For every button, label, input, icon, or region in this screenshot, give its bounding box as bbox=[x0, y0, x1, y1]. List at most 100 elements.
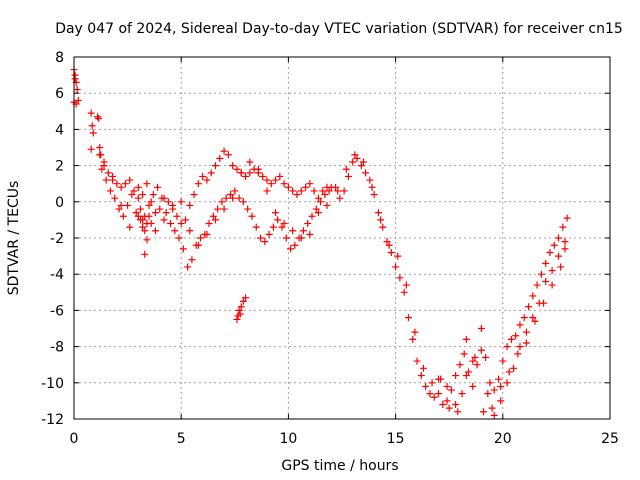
data-point bbox=[454, 408, 462, 416]
series-peak-region bbox=[332, 154, 571, 409]
data-point bbox=[510, 364, 518, 372]
data-point bbox=[233, 165, 241, 173]
x-axis-label: GPS time / hours bbox=[281, 458, 398, 474]
data-point bbox=[464, 368, 472, 376]
data-point bbox=[186, 227, 194, 235]
data-point bbox=[98, 165, 106, 173]
series-track-b bbox=[98, 165, 333, 271]
data-point bbox=[216, 154, 224, 162]
data-point bbox=[385, 241, 393, 249]
data-point bbox=[439, 401, 447, 409]
data-point bbox=[113, 180, 121, 188]
data-point bbox=[402, 281, 410, 289]
data-point bbox=[297, 234, 305, 242]
data-point bbox=[366, 176, 374, 184]
data-point bbox=[471, 353, 479, 361]
data-point bbox=[235, 194, 243, 202]
data-point bbox=[561, 238, 569, 246]
data-point bbox=[94, 113, 102, 121]
data-point bbox=[160, 216, 168, 224]
data-point bbox=[516, 321, 524, 329]
data-point bbox=[306, 230, 314, 238]
data-point bbox=[136, 205, 144, 213]
data-point bbox=[162, 209, 170, 217]
data-point bbox=[430, 393, 438, 401]
data-point bbox=[257, 234, 265, 242]
data-point bbox=[237, 169, 245, 177]
data-point bbox=[227, 191, 235, 199]
data-point bbox=[89, 129, 97, 137]
data-point bbox=[529, 292, 537, 300]
data-point bbox=[351, 151, 359, 159]
data-point bbox=[171, 227, 179, 235]
data-point bbox=[177, 198, 185, 206]
data-point bbox=[495, 375, 503, 383]
data-point bbox=[100, 158, 108, 166]
data-point bbox=[280, 180, 288, 188]
data-point bbox=[417, 372, 425, 380]
y-tick-label: 0 bbox=[55, 195, 64, 211]
data-point bbox=[173, 212, 181, 220]
points-layer bbox=[70, 66, 571, 419]
data-point bbox=[246, 158, 254, 166]
data-point bbox=[353, 154, 361, 162]
y-tick-label: 8 bbox=[55, 50, 64, 66]
data-point bbox=[411, 328, 419, 336]
data-point bbox=[490, 386, 498, 394]
data-point bbox=[503, 343, 511, 351]
data-point bbox=[486, 379, 494, 387]
data-point bbox=[469, 382, 477, 390]
y-tick-label: -2 bbox=[50, 231, 64, 247]
data-point bbox=[179, 245, 187, 253]
data-point bbox=[312, 205, 320, 213]
data-point bbox=[462, 372, 470, 380]
data-point bbox=[368, 183, 376, 191]
y-tick-label: -8 bbox=[50, 340, 64, 356]
data-point bbox=[149, 191, 157, 199]
grid-layer bbox=[74, 57, 610, 419]
data-point bbox=[106, 187, 114, 195]
data-point bbox=[196, 234, 204, 242]
data-point bbox=[299, 227, 307, 235]
data-point bbox=[96, 144, 104, 151]
data-point bbox=[559, 223, 567, 231]
data-point bbox=[362, 169, 370, 177]
series-scatter-mid bbox=[134, 183, 155, 258]
data-point bbox=[147, 198, 155, 206]
series-early bbox=[87, 109, 105, 159]
data-point bbox=[111, 194, 119, 202]
data-point bbox=[88, 122, 96, 130]
data-point bbox=[272, 209, 280, 217]
x-tick-label: 25 bbox=[601, 431, 619, 447]
data-point bbox=[548, 267, 556, 275]
data-point bbox=[342, 165, 350, 173]
data-point bbox=[409, 335, 417, 343]
data-point bbox=[332, 183, 340, 191]
data-point bbox=[139, 223, 147, 231]
data-point bbox=[563, 214, 571, 222]
data-point bbox=[246, 169, 254, 177]
data-point bbox=[188, 256, 196, 264]
data-point bbox=[276, 172, 284, 180]
data-point bbox=[443, 397, 451, 405]
data-point bbox=[490, 411, 498, 419]
data-point bbox=[126, 176, 134, 184]
data-point bbox=[73, 86, 81, 94]
data-point bbox=[531, 317, 539, 325]
data-point bbox=[321, 191, 329, 199]
data-point bbox=[186, 201, 194, 209]
data-point bbox=[87, 145, 95, 153]
series-isolated bbox=[233, 294, 250, 323]
data-point bbox=[505, 368, 513, 376]
data-point bbox=[263, 187, 271, 195]
data-point bbox=[194, 180, 202, 188]
data-point bbox=[340, 187, 348, 195]
data-point bbox=[314, 194, 322, 202]
chart-title: Day 047 of 2024, Sidereal Day-to-day VTE… bbox=[55, 21, 623, 37]
y-axis-label: SDTVAR / TECUs bbox=[6, 181, 22, 296]
data-point bbox=[443, 382, 451, 390]
data-point bbox=[207, 169, 215, 177]
data-point bbox=[514, 350, 522, 358]
data-point bbox=[261, 238, 269, 246]
data-point bbox=[244, 205, 252, 213]
